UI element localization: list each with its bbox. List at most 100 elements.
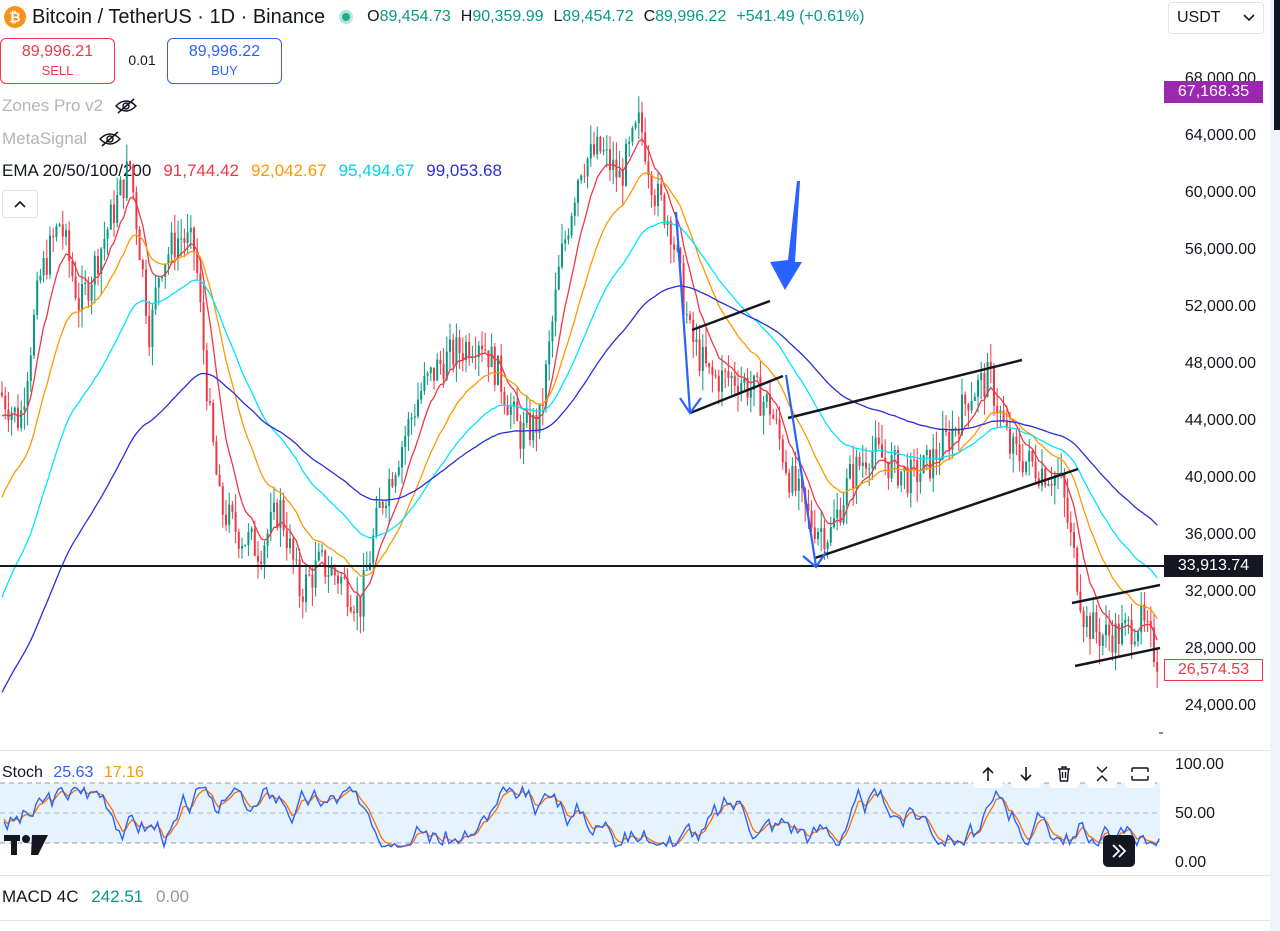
candle-body <box>653 195 656 207</box>
collapse-legend-button[interactable] <box>2 190 38 218</box>
candle-body <box>324 550 327 577</box>
candle-body <box>109 204 112 230</box>
candle-body <box>311 574 314 588</box>
candle-body <box>785 462 787 473</box>
currency-select[interactable]: USDT <box>1168 2 1264 34</box>
candle-body <box>1089 616 1091 639</box>
candle-body <box>49 235 51 275</box>
candle-body <box>74 276 77 298</box>
candle-body <box>327 575 330 577</box>
candle-body <box>593 144 595 155</box>
indicator-zones-label: Zones Pro v2 <box>2 96 104 115</box>
candle-body <box>477 345 480 358</box>
candle-body <box>356 595 359 613</box>
indicator-zones-pro[interactable]: Zones Pro v2 <box>2 93 138 119</box>
eye-hidden-icon[interactable] <box>99 131 122 147</box>
candle-body <box>890 454 893 479</box>
collapse-pane-button[interactable] <box>1087 760 1117 788</box>
candle-body <box>580 175 583 181</box>
candle-body <box>676 248 679 250</box>
move-pane-down-button[interactable] <box>1011 760 1041 788</box>
candle-body <box>826 542 829 550</box>
candle-body <box>1057 473 1059 476</box>
candle-body <box>193 227 195 252</box>
price-chart[interactable] <box>0 0 1165 740</box>
move-pane-up-button[interactable] <box>973 760 1003 788</box>
candle-body <box>420 390 423 400</box>
candle-body <box>305 574 307 602</box>
candle-body <box>106 229 109 240</box>
candle-body <box>778 419 781 440</box>
sell-button[interactable]: 89,996.21 SELL <box>0 38 115 84</box>
candle-body <box>900 471 903 486</box>
candle-body <box>13 407 16 413</box>
candle-body <box>36 280 39 315</box>
ema50-value: 92,042.67 <box>250 161 327 180</box>
candle-body <box>877 437 880 445</box>
ema20-line <box>1 138 1158 641</box>
tradingview-logo-icon[interactable] <box>4 832 48 858</box>
candle-body <box>1146 620 1149 622</box>
candle-body <box>737 385 739 394</box>
buy-label: BUY <box>211 63 238 78</box>
candle-body <box>173 232 176 258</box>
delete-pane-button[interactable] <box>1049 760 1079 788</box>
candle-body <box>564 239 567 244</box>
candle-body <box>708 363 711 368</box>
candle-body <box>410 417 413 420</box>
indicator-ema[interactable]: EMA 20/50/100/200 91,744.42 92,042.67 95… <box>2 158 514 184</box>
candle-body <box>202 302 205 351</box>
candle-body <box>855 456 858 489</box>
candle-body <box>141 260 144 270</box>
candle-body <box>977 380 979 397</box>
indicator-metasignal[interactable]: MetaSignal <box>2 126 122 152</box>
candle-body <box>388 479 391 506</box>
candle-body <box>973 396 976 401</box>
eye-hidden-icon[interactable] <box>115 98 138 114</box>
price-label-horizontal-line[interactable]: 33,913.74 <box>1164 555 1263 577</box>
macd-legend[interactable]: MACD 4C 242.51 0.00 <box>2 887 189 907</box>
scroll-to-realtime-button[interactable] <box>1103 835 1135 867</box>
candle-body <box>868 468 871 470</box>
candle-body <box>385 505 387 508</box>
symbol-title[interactable]: Bitcoin / TetherUS · 1D · Binance <box>32 5 326 28</box>
price-axis[interactable] <box>1165 40 1265 740</box>
candle-body <box>362 569 365 617</box>
candle-body <box>698 339 701 371</box>
candle-body <box>23 406 26 411</box>
buy-button[interactable]: 89,996.22 BUY <box>167 38 282 84</box>
stoch-legend[interactable]: Stoch 25.63 17.16 <box>2 764 144 782</box>
candle-body <box>1114 623 1117 653</box>
candle-body <box>849 463 851 479</box>
candle-body <box>583 175 586 177</box>
candle-body <box>541 404 544 406</box>
candle-body <box>29 355 32 381</box>
candle-body <box>957 428 960 435</box>
candle-body <box>436 359 439 381</box>
stoch-chart[interactable] <box>0 752 1165 872</box>
candle-body <box>164 264 167 277</box>
candle-body <box>922 455 925 474</box>
candle-body <box>487 350 490 368</box>
candle-body <box>1015 436 1018 445</box>
candle-body <box>1149 620 1152 628</box>
candle-body <box>993 367 995 406</box>
candle-body <box>122 179 125 199</box>
pane-separator[interactable] <box>0 875 1270 876</box>
candle-body <box>365 569 368 571</box>
candle-body <box>548 341 551 365</box>
candle-body <box>797 478 800 491</box>
pane-separator[interactable] <box>0 750 1270 751</box>
candle-body <box>986 362 989 397</box>
candle-body <box>273 502 275 512</box>
candle-body <box>554 289 557 322</box>
candle-body <box>781 439 784 463</box>
arrow-line-2 <box>784 374 818 567</box>
candle-body <box>433 367 435 381</box>
maximize-pane-button[interactable] <box>1125 760 1155 788</box>
candle-body <box>839 509 842 523</box>
candle-body <box>567 235 570 240</box>
candle-body <box>452 339 455 365</box>
candle-body <box>426 373 429 376</box>
candle-body <box>1153 627 1155 662</box>
